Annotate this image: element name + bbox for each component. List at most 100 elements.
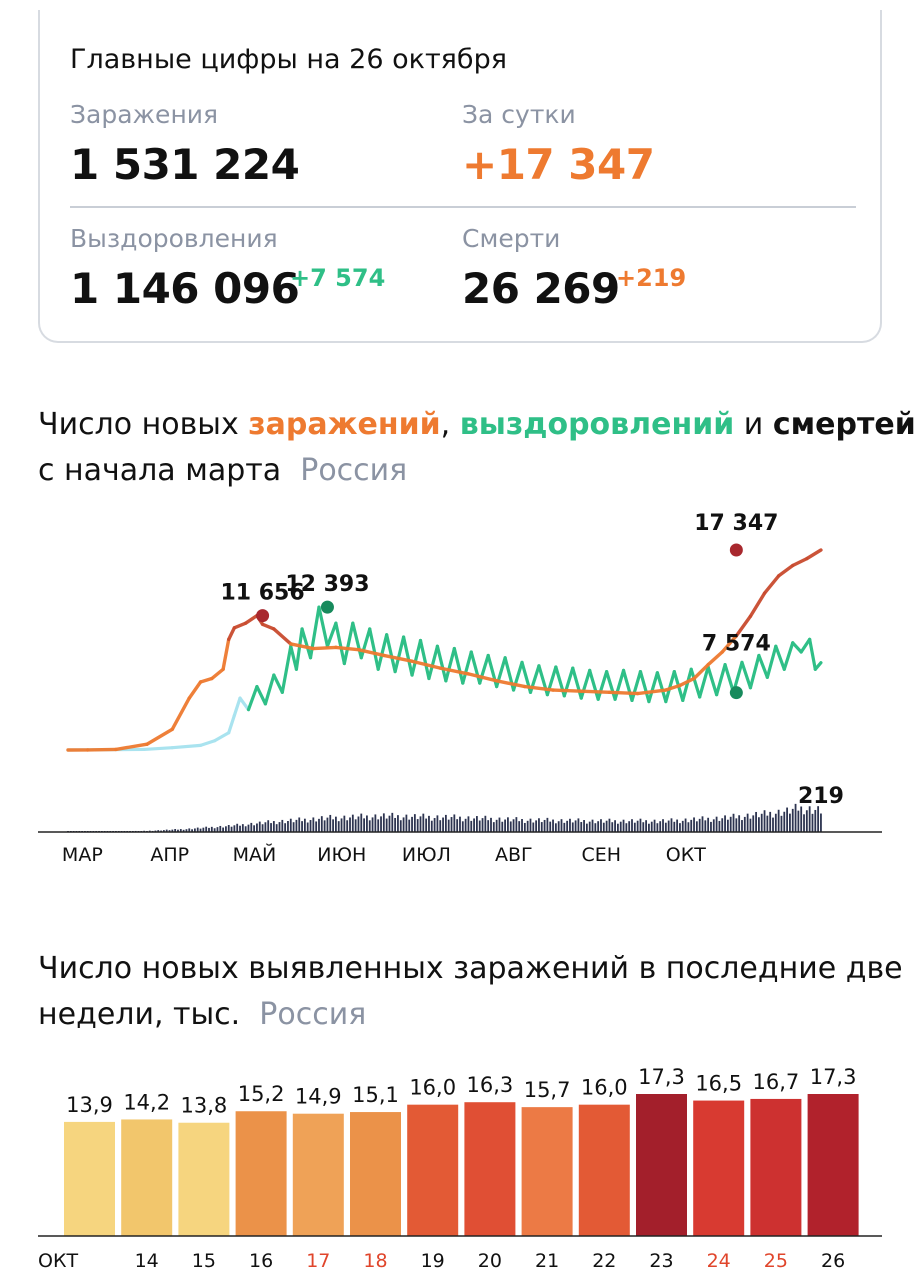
recoveries-delta: +7 574 [290, 264, 386, 292]
deaths-bar [447, 819, 450, 832]
deaths-bar [704, 820, 707, 832]
deaths-bar [808, 806, 811, 832]
recoveries-segment [630, 670, 643, 703]
infections-value: 1 531 224 [70, 140, 300, 189]
deaths-value: 26 269 [462, 264, 620, 313]
deaths-bar [552, 819, 554, 832]
deaths-bar [684, 818, 687, 832]
deaths-bar [563, 822, 566, 832]
recoveries-segment [280, 644, 293, 694]
recoveries-segment [706, 665, 719, 697]
deaths-bar [219, 825, 222, 832]
deaths-bar [332, 819, 334, 832]
deaths-bar [470, 820, 473, 832]
deaths-bar [749, 818, 752, 832]
deaths-bar [351, 814, 354, 832]
bar-value-label: 14,9 [295, 1085, 342, 1109]
bar-tick-label: 25 [764, 1250, 788, 1272]
month-tick-label: ИЮН [317, 844, 366, 866]
recoveries-segment [198, 739, 217, 747]
bar [235, 1111, 287, 1236]
deaths-bar [241, 824, 244, 832]
bar-value-label: 14,2 [123, 1090, 170, 1114]
deaths-bar [732, 813, 735, 832]
deaths-bar [289, 818, 292, 832]
line-title-part2: , [440, 407, 460, 442]
deaths-bar [540, 822, 543, 832]
deaths-bar [662, 819, 664, 832]
deaths-bar [464, 818, 467, 832]
bar-tick-label: 18 [363, 1250, 387, 1272]
infections-segment [227, 626, 237, 642]
recoveries-segment [351, 621, 363, 660]
recoveries-segment [808, 637, 817, 671]
deaths-bar [185, 829, 188, 832]
infections-segment [734, 614, 753, 638]
infections-segment [272, 627, 293, 646]
bar-tick-label: ОКТ [38, 1250, 78, 1272]
recoveries-segment [748, 653, 761, 690]
month-tick-label: МАЙ [233, 843, 277, 866]
deaths-bar [213, 828, 216, 832]
deaths-bar [614, 820, 616, 832]
infections-segment [466, 672, 499, 683]
deaths-bar [162, 830, 165, 832]
deaths-bar [399, 820, 402, 832]
deaths-bar [329, 814, 332, 832]
deaths-bar [476, 816, 478, 832]
recoveries-value-label: 7 574 [702, 632, 771, 657]
recoveries-segment [410, 638, 423, 677]
deaths-bar [385, 818, 388, 832]
line-title-infections: заражений [248, 407, 441, 442]
deaths-bar [670, 818, 673, 832]
deaths-bar [360, 813, 363, 832]
deaths-bar [247, 824, 250, 832]
deaths-bar [295, 819, 298, 832]
deaths-bar [777, 809, 780, 832]
deaths-bar [585, 823, 588, 832]
deaths-bar [323, 820, 326, 832]
deaths-bar [769, 811, 772, 832]
bar [464, 1102, 516, 1236]
recoveries-segment [418, 638, 431, 681]
deaths-bar [456, 819, 459, 832]
deaths-bar [244, 826, 247, 832]
deaths-bar [712, 819, 715, 832]
deaths-bar [504, 819, 506, 832]
recoveries-segment [255, 684, 267, 706]
deaths-bar [388, 815, 391, 832]
deaths-bar [202, 827, 205, 832]
recoveries-value: 1 146 096 [70, 264, 300, 313]
deaths-bar [349, 817, 351, 832]
bar [693, 1100, 745, 1236]
recoveries-segment [588, 668, 600, 701]
deaths-bar [495, 819, 498, 832]
infections-segment [311, 645, 338, 651]
recoveries-segment [638, 670, 651, 704]
deaths-bar [380, 816, 382, 832]
deaths-label: Смерти [462, 224, 561, 253]
deaths-bar [239, 825, 241, 832]
bar [292, 1113, 344, 1236]
deaths-bar [368, 820, 371, 832]
deaths-bar [597, 821, 600, 832]
deaths-bar [326, 817, 329, 832]
deaths-bar [605, 820, 608, 832]
bar-tick-label: 16 [249, 1250, 273, 1272]
deaths-bar [205, 826, 208, 832]
deaths-bar [608, 818, 611, 832]
deaths-bar [371, 817, 374, 832]
deaths-bar [256, 823, 258, 832]
infections-segment [145, 727, 175, 746]
bar [350, 1112, 401, 1236]
recoveries-segment [368, 627, 380, 671]
recoveries-segment [227, 713, 236, 735]
infections-segment [198, 676, 214, 684]
deaths-bar [194, 828, 196, 832]
deaths-bar [357, 816, 360, 832]
bar-value-label: 16,0 [409, 1076, 456, 1100]
recoveries-segment [376, 633, 389, 671]
deaths-bar [306, 822, 309, 832]
infections-point [256, 609, 270, 623]
deaths-bar [679, 823, 681, 832]
